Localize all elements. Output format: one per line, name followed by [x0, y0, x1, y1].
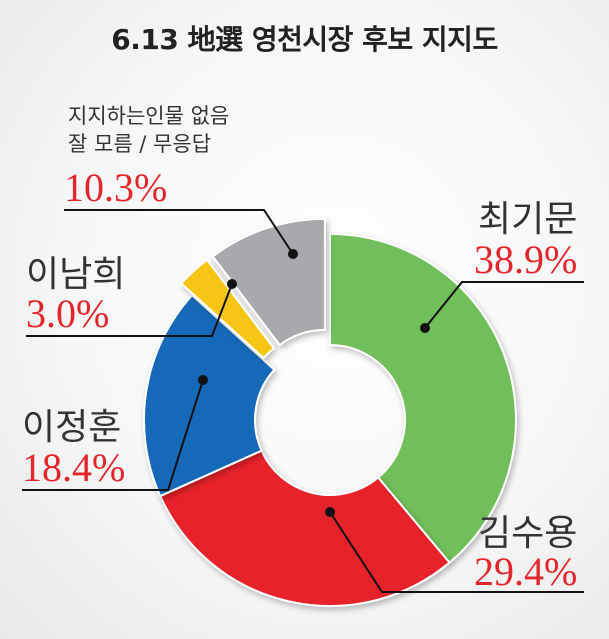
- label-other-line2: 잘 모름 / 무응답: [68, 132, 212, 156]
- leader-other: [64, 209, 294, 255]
- leader-choi: [424, 281, 584, 329]
- leader-lee-jh-dot: [198, 375, 208, 385]
- leader-kim: [329, 511, 584, 593]
- leader-choi-dot: [420, 323, 430, 333]
- leader-other-dot: [288, 249, 298, 259]
- slice-lee-jh: [143, 293, 276, 498]
- label-choi-name: 최기문: [478, 199, 578, 240]
- label-other-percent: 10.3%: [64, 165, 168, 210]
- slice-choi: [329, 232, 517, 564]
- label-lee-jh-percent: 18.4%: [22, 445, 126, 490]
- leader-lines: [22, 209, 584, 593]
- donut-slices: [143, 217, 517, 607]
- slice-kim: [158, 449, 451, 607]
- label-lee-nh-percent: 3.0%: [26, 291, 110, 336]
- leader-lee-nh: [26, 283, 233, 337]
- label-lee-jh-name: 이정훈: [22, 407, 122, 448]
- label-other-line1: 지지하는인물 없음: [68, 104, 230, 128]
- label-kim-name: 김수용: [478, 513, 578, 554]
- leader-lee-jh: [22, 379, 204, 491]
- slice-lee-nh: [179, 258, 276, 360]
- label-choi-percent: 38.9%: [474, 237, 578, 282]
- label-lee-nh-name: 이남희: [26, 254, 126, 295]
- leader-kim-dot: [325, 507, 335, 517]
- slice-other: [211, 217, 326, 347]
- chart-title: 6.13 地選 영천시장 후보 지지도: [111, 23, 498, 56]
- label-kim-percent: 29.4%: [474, 549, 578, 594]
- leader-lee-nh-dot: [227, 279, 237, 289]
